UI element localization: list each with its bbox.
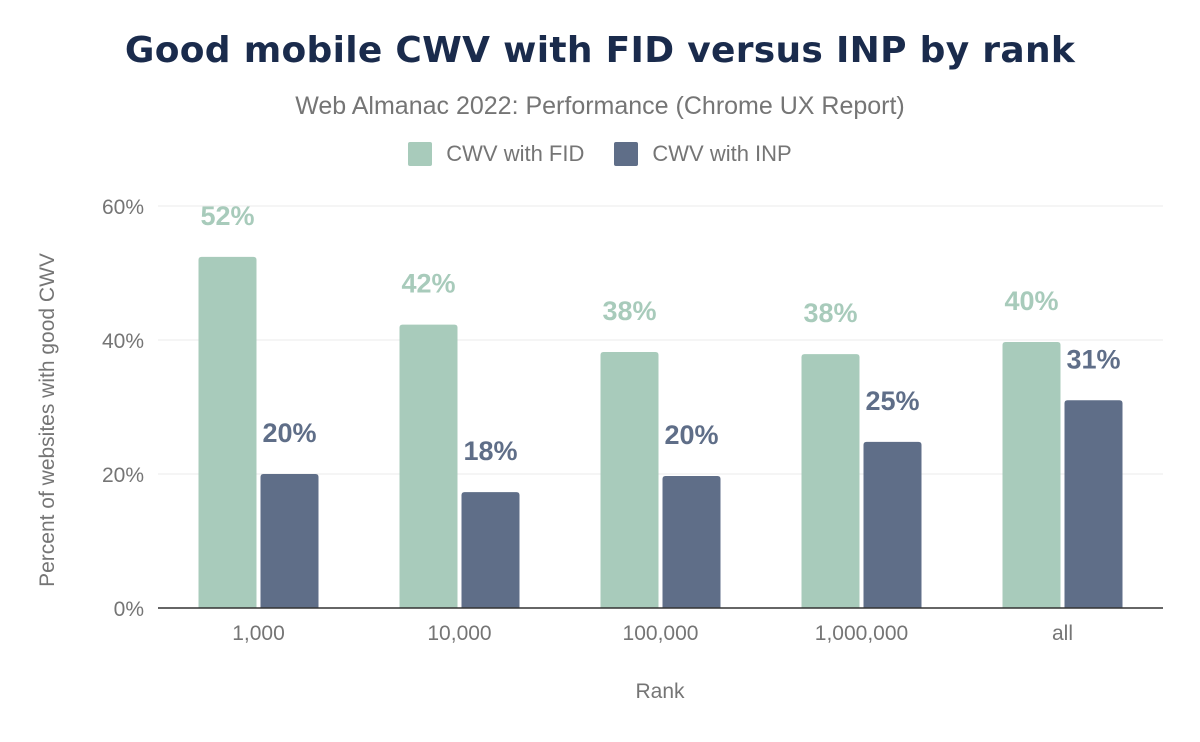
x-axis-title: Rank [635, 680, 685, 703]
bar-fid [801, 354, 860, 608]
bar-inp [863, 441, 922, 608]
legend-label-inp: CWV with INP [652, 141, 792, 166]
y-tick-label: 20% [102, 464, 144, 487]
bar-inp [662, 476, 721, 608]
data-label-inp: 31% [1066, 344, 1120, 374]
x-tick-label: all [1052, 622, 1073, 645]
x-tick-label: 10,000 [427, 622, 491, 645]
bar-fid [399, 324, 458, 608]
legend-item-fid: CWV with FID [408, 141, 584, 167]
data-label-fid: 52% [200, 201, 254, 231]
x-tick-label: 1,000,000 [815, 622, 908, 645]
bar-fid [600, 352, 659, 608]
bar-inp [1064, 400, 1123, 608]
data-label-fid: 38% [602, 296, 656, 326]
legend-swatch-inp [614, 142, 639, 166]
legend-swatch-fid [408, 142, 433, 166]
x-tick-label: 1,000 [232, 622, 285, 645]
legend: CWV with FID CWV with INP [0, 141, 1200, 167]
data-label-fid: 40% [1004, 286, 1058, 316]
y-tick-label: 0% [114, 598, 144, 621]
bar-fid [1002, 342, 1061, 608]
data-label-inp: 18% [463, 436, 517, 466]
bar-inp [260, 474, 319, 608]
legend-label-fid: CWV with FID [446, 141, 585, 166]
data-label-inp: 20% [262, 418, 316, 448]
data-label-fid: 38% [803, 298, 857, 328]
x-tick-label: 100,000 [623, 622, 699, 645]
bar-fid [198, 256, 257, 608]
y-tick-label: 40% [102, 330, 144, 353]
legend-item-inp: CWV with INP [614, 141, 792, 167]
chart-title: Good mobile CWV with FID versus INP by r… [124, 30, 1076, 71]
chart-subtitle: Web Almanac 2022: Performance (Chrome UX… [295, 92, 905, 120]
y-axis-title: Percent of websites with good CWV [36, 253, 59, 587]
data-label-fid: 42% [401, 269, 455, 299]
data-label-inp: 20% [664, 420, 718, 450]
bar-inp [461, 492, 520, 608]
data-label-inp: 25% [865, 386, 919, 416]
y-tick-label: 60% [102, 196, 144, 219]
